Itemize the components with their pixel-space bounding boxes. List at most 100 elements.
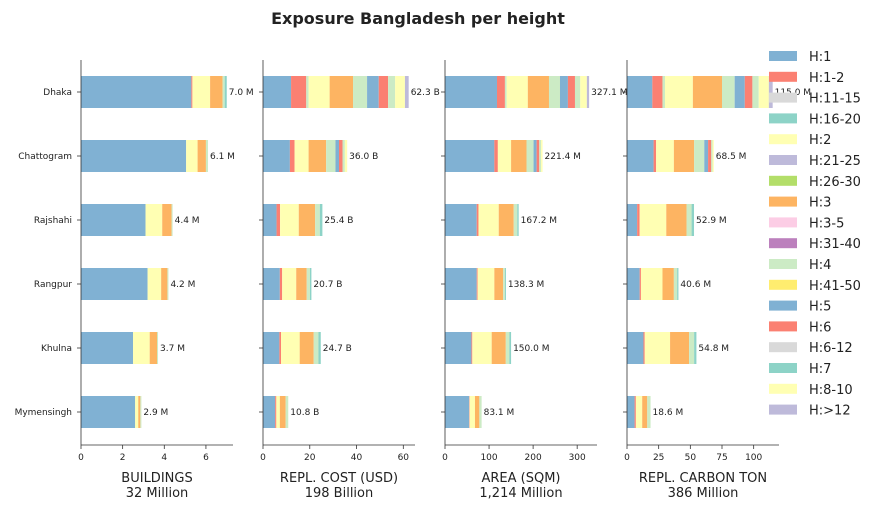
legend-item: H:16-20 bbox=[769, 112, 861, 127]
bar-segment bbox=[171, 204, 173, 236]
category-label: Rangpur bbox=[34, 280, 72, 290]
bar-segment bbox=[342, 140, 345, 172]
x-tick-label: 0 bbox=[624, 453, 630, 463]
bar-segment bbox=[81, 332, 134, 364]
legend-item: H:7 bbox=[769, 362, 831, 377]
bar-segment bbox=[536, 140, 540, 172]
bar-segment bbox=[640, 268, 663, 300]
bar-total-label: 10.8 B bbox=[290, 408, 319, 418]
legend-item: H:1-2 bbox=[769, 71, 844, 86]
bar-segment bbox=[526, 140, 534, 172]
legend-swatch bbox=[769, 155, 797, 165]
bar-segment bbox=[353, 76, 368, 108]
legend-item: H:6 bbox=[769, 320, 831, 335]
bar-segment bbox=[280, 204, 299, 236]
bar-segment bbox=[673, 140, 695, 172]
bar-segment bbox=[662, 76, 665, 108]
bar-segment bbox=[133, 332, 150, 364]
legend-swatch bbox=[769, 383, 797, 394]
bar-total-label: 20.7 B bbox=[313, 280, 342, 290]
x-tick-label: 60 bbox=[398, 453, 410, 463]
legend-item: H:>12 bbox=[769, 404, 851, 419]
bar-segment bbox=[81, 204, 146, 236]
legend-swatch bbox=[769, 404, 797, 415]
bar-total-label: 36.0 B bbox=[349, 152, 378, 162]
bar-segment bbox=[656, 140, 674, 172]
bar-segment bbox=[734, 76, 745, 108]
bar-segment bbox=[662, 268, 674, 300]
x-tick-label: 6 bbox=[203, 453, 209, 463]
legend-swatch bbox=[769, 363, 797, 373]
bar-total-label: 2.9 M bbox=[143, 408, 168, 418]
bar-segment bbox=[281, 332, 300, 364]
panel-3: 327.1 M 221.4 M 167.2 M 138.3 M 150.0 M 83.1 … bbox=[441, 60, 628, 501]
bar-segment bbox=[282, 268, 297, 300]
bar-segment bbox=[498, 204, 514, 236]
bar-segment bbox=[378, 76, 389, 108]
legend-swatch bbox=[769, 113, 797, 124]
bar-segment bbox=[326, 140, 336, 172]
bar-segment bbox=[686, 204, 692, 236]
x-tick-label: 0 bbox=[260, 453, 266, 463]
legend-label: H:3 bbox=[809, 196, 831, 211]
x-tick-label: 0 bbox=[442, 453, 448, 463]
x-tick-label: 200 bbox=[525, 453, 542, 463]
bar-segment bbox=[367, 76, 379, 108]
bar-segment bbox=[472, 332, 492, 364]
category-label: Mymensingh bbox=[15, 408, 72, 418]
bar-segment bbox=[263, 332, 280, 364]
bar-stack-khulna: 3.7 M bbox=[81, 332, 185, 364]
legend-label: H:1 bbox=[809, 50, 831, 65]
legend-swatch bbox=[769, 196, 797, 207]
legend-item: H:26-30 bbox=[769, 175, 861, 190]
bar-segment bbox=[637, 204, 640, 236]
bar-segment bbox=[505, 332, 510, 364]
bar-segment bbox=[308, 76, 330, 108]
bar-segment bbox=[478, 204, 499, 236]
bar-stack-khulna: 54.8 M bbox=[627, 332, 729, 364]
legend-swatch bbox=[769, 279, 797, 290]
bar-segment bbox=[306, 268, 310, 300]
bar-total-label: 167.2 M bbox=[521, 216, 557, 226]
bar-segment bbox=[677, 268, 679, 300]
x-axis-label: AREA (SQM) bbox=[481, 471, 560, 486]
bar-segment bbox=[506, 76, 528, 108]
bar-segment bbox=[445, 204, 477, 236]
legend-label: H:6-12 bbox=[809, 341, 853, 356]
x-tick-label: 0 bbox=[78, 453, 84, 463]
bar-stack-mymensingh: 2.9 M bbox=[81, 396, 168, 428]
legend-label: H:26-30 bbox=[809, 175, 861, 190]
bar-total-label: 68.5 M bbox=[716, 152, 747, 162]
bar-segment bbox=[276, 204, 281, 236]
x-tick-label: 50 bbox=[685, 453, 697, 463]
bar-total-label: 150.0 M bbox=[513, 344, 549, 354]
bar-segment bbox=[559, 76, 568, 108]
bar-segment bbox=[627, 76, 653, 108]
bar-segment bbox=[574, 76, 581, 108]
bar-segment bbox=[289, 140, 295, 172]
legend-item: H:31-40 bbox=[769, 237, 861, 252]
legend-item: H:3-5 bbox=[769, 216, 844, 231]
legend-item: H:4 bbox=[769, 258, 831, 273]
bar-stack-rangpur: 138.3 M bbox=[445, 268, 544, 300]
bar-segment bbox=[527, 76, 549, 108]
bar-segment bbox=[315, 204, 320, 236]
bar-segment bbox=[517, 204, 519, 236]
bar-total-label: 327.1 M bbox=[591, 88, 627, 98]
bar-segment bbox=[445, 396, 470, 428]
bar-segment bbox=[388, 76, 396, 108]
bar-segment bbox=[494, 140, 498, 172]
bar-stack-mymensingh: 83.1 M bbox=[445, 396, 514, 428]
legend-label: H:8-10 bbox=[809, 383, 853, 398]
legend-label: H:7 bbox=[809, 362, 831, 377]
bar-stack-mymensingh: 18.6 M bbox=[627, 396, 683, 428]
x-axis-sublabel: 386 Million bbox=[668, 486, 739, 501]
bar-segment bbox=[691, 204, 695, 236]
bar-segment bbox=[296, 268, 307, 300]
legend-swatch bbox=[769, 321, 797, 332]
legend-swatch bbox=[769, 175, 797, 186]
bar-segment bbox=[586, 76, 590, 108]
chart-title: Exposure Bangladesh per height bbox=[271, 9, 565, 28]
bar-segment bbox=[476, 204, 479, 236]
bar-segment bbox=[477, 268, 495, 300]
